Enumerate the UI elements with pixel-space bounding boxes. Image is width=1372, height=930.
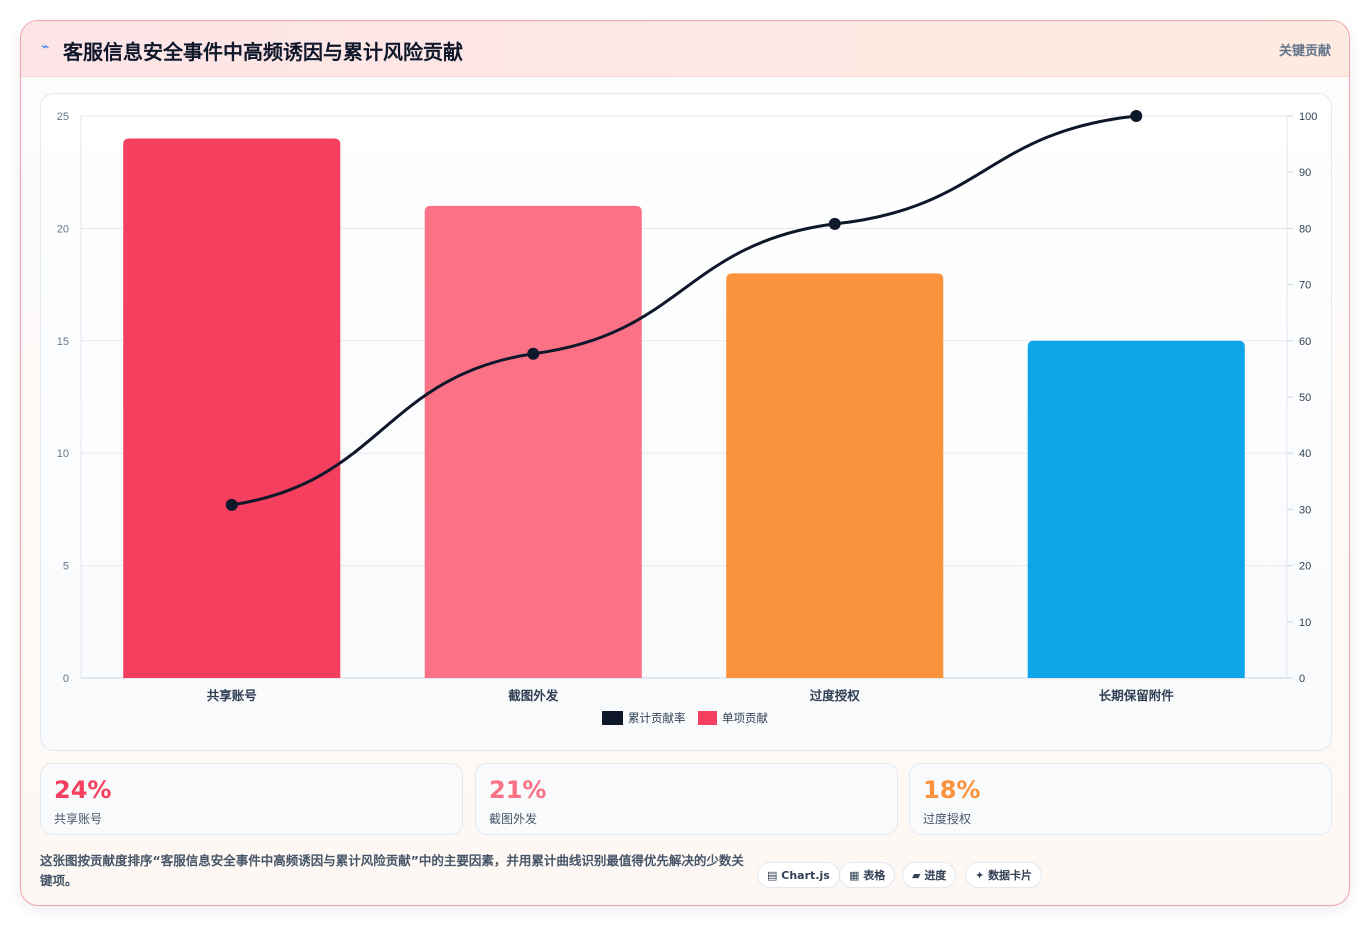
stat-value: 21% — [489, 776, 547, 804]
y-right-tick-label: 60 — [1299, 336, 1311, 348]
cumulative-point — [527, 347, 540, 360]
chip-label: 表格 — [863, 869, 886, 882]
chart-card: ⌁ 客服信息安全事件中高频诱因与累计风险贡献 关键贡献 0 5 10 15 20 25 0 1… — [20, 20, 1350, 906]
chart-panel: 0 5 10 15 20 25 0 10 20 30 40 50 60 70 80 90 100 共享账号 截图外发… — [40, 93, 1332, 751]
stat-label: 共享账号 — [54, 812, 103, 826]
y-right-tick-label: 80 — [1299, 223, 1311, 235]
bar — [424, 205, 642, 679]
bolt-icon: ⌁ — [41, 39, 50, 55]
progress-icon: ▰ — [912, 869, 921, 882]
x-tick-label: 长期保留附件 — [1099, 688, 1175, 703]
chip-chartjs[interactable]: ▤ Chart.js — [757, 862, 840, 888]
sparkle-icon: ✦ — [975, 869, 985, 882]
y-right-tick-label: 100 — [1299, 111, 1317, 123]
legend-swatch-line — [602, 711, 623, 725]
stat-card-3: 18% 过度授权 — [909, 763, 1332, 835]
chip-progress[interactable]: ▰ 进度 — [902, 862, 957, 888]
cumulative-line — [231, 114, 1137, 507]
y-right-tick-label: 10 — [1299, 617, 1311, 629]
bar — [726, 273, 944, 678]
y-right-tick-label: 50 — [1299, 392, 1311, 404]
y-left-tick-label: 0 — [63, 673, 69, 685]
stat-label: 过度授权 — [923, 812, 972, 826]
pareto-chart: 0 5 10 15 20 25 0 10 20 30 40 50 60 70 80 90 100 共享账号 截图外发… — [57, 110, 1317, 725]
y-left-tick-label: 5 — [63, 561, 69, 573]
legend-label: 单项贡献 — [722, 711, 768, 725]
y-left-tick-label: 20 — [57, 223, 69, 235]
stat-value: 24% — [54, 776, 112, 804]
y-right-tick-label: 90 — [1299, 167, 1311, 179]
stat-card-2: 21% 截图外发 — [475, 763, 898, 835]
y-right-tick-label: 0 — [1299, 673, 1305, 685]
chart-description: 这张图按贡献度排序“客服信息安全事件中高频诱因与累计风险贡献”中的主要因素，并用… — [40, 853, 744, 888]
stat-label: 截图外发 — [489, 812, 538, 826]
chip-data-cards[interactable]: ✦ 数据卡片 — [965, 862, 1043, 888]
page-title: 客服信息安全事件中高频诱因与累计风险贡献 — [63, 40, 463, 64]
bar — [1027, 340, 1245, 678]
card-header: ⌁ 客服信息安全事件中高频诱因与累计风险贡献 关键贡献 — [21, 21, 1349, 77]
x-tick-label: 截图外发 — [508, 688, 559, 703]
chip-table[interactable]: ▦ 表格 — [839, 862, 896, 888]
cumulative-point — [1130, 110, 1143, 122]
y-right-tick-label: 70 — [1299, 280, 1311, 292]
y-right-tick-label: 40 — [1299, 448, 1311, 460]
y-right-tick-label: 30 — [1299, 504, 1311, 516]
x-tick-label: 过度授权 — [810, 688, 861, 703]
y-left-tick-label: 25 — [57, 111, 69, 123]
legend-label: 累计贡献率 — [628, 711, 686, 725]
y-right-tick-label: 20 — [1299, 561, 1311, 573]
header-badge: 关键贡献 — [1278, 44, 1331, 59]
stat-card-1: 24% 共享账号 — [40, 763, 463, 835]
chip-label: 进度 — [924, 869, 947, 882]
stat-value: 18% — [923, 776, 981, 804]
cumulative-point — [828, 217, 841, 230]
x-tick-label: 共享账号 — [207, 688, 257, 703]
cumulative-point — [225, 498, 238, 511]
y-left-tick-label: 10 — [57, 448, 69, 460]
chip-label: Chart.js — [781, 869, 830, 882]
bar — [123, 138, 341, 679]
legend-swatch-bar — [698, 711, 717, 725]
chart-icon: ▤ — [767, 869, 778, 882]
y-left-tick-label: 15 — [57, 336, 69, 348]
table-icon: ▦ — [849, 869, 860, 882]
chip-label: 数据卡片 — [988, 869, 1033, 882]
